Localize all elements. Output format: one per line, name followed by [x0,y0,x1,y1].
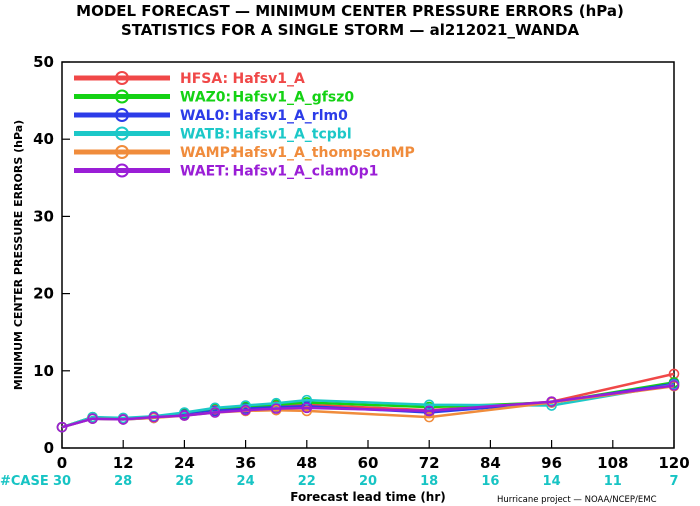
data-point [423,411,435,423]
x-tick-label: 84 [480,454,501,472]
legend-code: WATB: [180,127,230,143]
x-tick-label: 72 [419,454,440,472]
case-count: 20 [359,474,377,489]
case-count: 7 [669,474,678,489]
data-point [179,410,190,421]
data-point [209,407,221,418]
legend-name: Hafsv1_A_thompsonMP [233,145,415,161]
case-count: 24 [237,474,255,489]
legend-code: HFSA: [180,71,228,87]
data-point [423,405,435,417]
case-count: 26 [175,474,193,489]
chart-title: MODEL FORECAST — MINIMUM CENTER PRESSURE… [76,2,624,20]
data-point [148,411,160,423]
chart-subtitle: STATISTICS FOR A SINGLE STORM — al212021… [121,21,580,39]
x-tick-label: 108 [597,454,628,472]
case-count: 22 [298,474,316,489]
y-tick-label: 20 [33,285,54,303]
y-tick-label: 0 [44,439,54,457]
x-tick-label: 0 [57,454,67,472]
legend-name: Hafsv1_A_rlm0 [233,108,349,124]
data-point [668,380,680,391]
data-point [423,399,435,411]
case-count: 30 [53,474,71,489]
data-point [270,403,282,414]
data-point [240,404,251,416]
case-count: 28 [114,474,132,489]
data-point [87,413,98,424]
data-point [301,394,313,406]
x-tick-label: 48 [296,454,317,472]
legend-marker [115,126,129,141]
data-point [301,405,313,417]
data-point [117,414,129,425]
x-axis-label: Forecast lead time (hr) [290,490,446,504]
case-label: #CASE [0,474,49,489]
legend-code: WAL0: [180,108,230,124]
legend-marker [115,71,129,85]
case-count: 14 [543,474,561,489]
legend-name: Hafsv1_A [233,71,305,87]
x-tick-label: 60 [358,454,379,472]
legend-code: WAZ0: [180,90,231,106]
y-tick-label: 30 [33,207,54,225]
y-tick-label: 50 [33,53,54,71]
x-tick-label: 36 [235,454,256,472]
x-tick-label: 96 [541,454,562,472]
data-point [546,396,557,407]
x-tick-label: 24 [174,454,195,472]
legend-code: WAMP: [180,145,235,161]
data-point [56,421,68,433]
y-tick-label: 40 [33,130,54,148]
x-tick-label: 120 [658,454,689,472]
y-tick-label: 10 [33,362,54,380]
legend-name: Hafsv1_A_tcpbl [233,127,352,143]
data-point [179,407,190,418]
plot-frame [61,61,675,449]
legend-code: WAET: [180,164,230,180]
data-point [301,402,313,414]
case-count: 16 [481,474,499,489]
legend-marker [115,89,129,104]
plot-area: 0 10 20 30 40 50 0 12 24 36 48 60 72 84 96 108 120 #CASE 3… [0,53,690,489]
y-axis-label: MINIMUM CENTER PRESSURE ERRORS (hPa) [12,120,25,390]
case-count: 11 [604,474,622,489]
legend-name: Hafsv1_A_gfsz0 [233,90,355,106]
legend-marker [115,145,129,159]
case-count: 18 [420,474,438,489]
legend-name: Hafsv1_A_clam0p1 [233,164,379,180]
legend-marker [115,163,129,178]
credit-text: Hurricane project — NOAA/NCEP/EMC [497,495,657,505]
x-tick-label: 12 [113,454,134,472]
legend-marker [115,108,129,122]
